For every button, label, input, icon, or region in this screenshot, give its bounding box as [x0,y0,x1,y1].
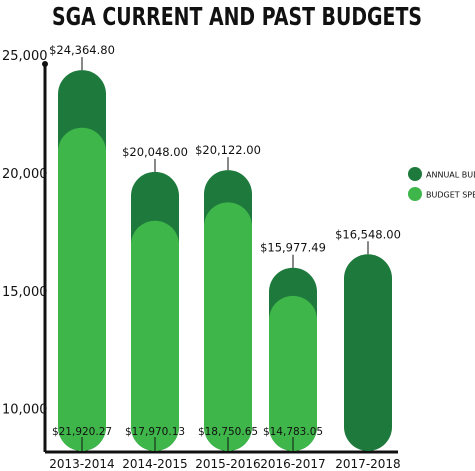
budget-spent-label: $14,783.05 [263,426,323,438]
legend: ANNUAL BUDGET BUDGET SPENT [408,167,475,201]
budget-spent-bar [269,295,317,451]
annual-budget-label: $24,364.80 [49,43,115,57]
y-tick-labels: 10,000 15,000 20,000 25,000 [2,49,48,417]
annual-budget-label: $20,048.00 [122,145,188,159]
legend-label: ANNUAL BUDGET [426,171,475,180]
x-tick-label: 2017-2018 [335,457,400,471]
budget-spent-bar [58,127,106,452]
chart-title: SGA CURRENT AND PAST BUDGETS [52,2,422,31]
annual-budget-label: $20,122.00 [195,143,261,157]
y-tick-label: 20,000 [2,167,48,182]
legend-swatch [408,187,422,201]
x-tick-label: 2013-2014 [49,457,114,471]
x-tick-label: 2015-2016 [195,457,260,471]
x-tick-label: 2014-2015 [122,457,187,471]
x-tick-label: 2016-2017 [260,457,325,471]
annual-budget-bar [344,254,392,451]
y-tick-label: 10,000 [2,403,48,418]
y-tick-label: 15,000 [2,285,48,300]
budget-spent-label: $21,920.27 [52,426,112,438]
budget-spent-bar [204,202,252,451]
budget-spent-label: $17,970.13 [125,426,185,438]
bars: $24,364.80 $21,920.27 2013-2014 $20,048.00 $… [49,43,401,471]
annual-budget-label: $15,977.49 [260,241,326,255]
y-axis-arrow-dot [42,61,48,67]
y-tick-label: 25,000 [2,49,48,64]
annual-budget-label: $16,548.00 [335,227,401,241]
budget-spent-bar [131,220,179,451]
budget-spent-label: $18,750.65 [198,426,258,438]
legend-swatch [408,167,422,181]
legend-label: BUDGET SPENT [426,191,475,200]
